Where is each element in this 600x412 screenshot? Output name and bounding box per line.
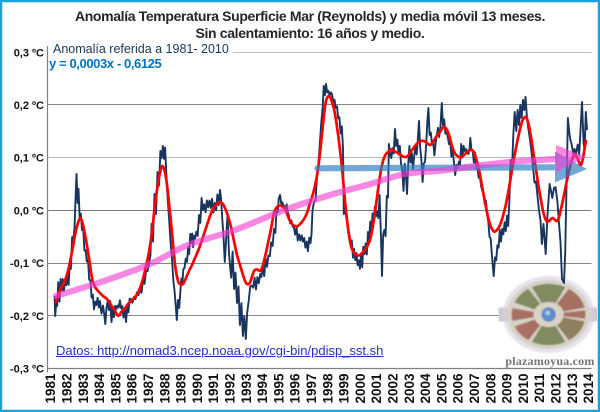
svg-text:2005: 2005 [434, 373, 449, 404]
svg-text:2006: 2006 [451, 373, 466, 404]
svg-text:1986: 1986 [125, 373, 140, 404]
svg-text:2008: 2008 [483, 373, 498, 404]
svg-text:1998: 1998 [320, 373, 335, 404]
svg-text:-0,1 ºC: -0,1 ºC [10, 258, 44, 270]
svg-text:2014: 2014 [581, 373, 596, 404]
svg-text:1993: 1993 [239, 373, 254, 404]
svg-text:1997: 1997 [304, 374, 319, 404]
svg-text:-0,3 ºC: -0,3 ºC [10, 364, 44, 376]
svg-text:2009: 2009 [500, 374, 515, 404]
svg-text:2013: 2013 [565, 373, 580, 404]
svg-text:1983: 1983 [76, 373, 91, 404]
svg-text:1987: 1987 [141, 374, 156, 404]
svg-text:2003: 2003 [402, 373, 417, 404]
svg-text:1995: 1995 [271, 373, 286, 404]
svg-text:1991: 1991 [206, 373, 221, 404]
svg-text:2011: 2011 [532, 373, 547, 403]
svg-text:-0,2 ºC: -0,2 ºC [10, 311, 44, 323]
svg-text:2004: 2004 [418, 373, 433, 404]
svg-text:1988: 1988 [157, 373, 172, 404]
svg-text:1982: 1982 [60, 374, 75, 404]
svg-text:0,2 ºC: 0,2 ºC [14, 100, 44, 112]
svg-text:1996: 1996 [288, 373, 303, 404]
svg-text:2007: 2007 [467, 374, 482, 404]
svg-text:2012: 2012 [549, 374, 564, 404]
svg-text:1990: 1990 [190, 374, 205, 404]
svg-text:2000: 2000 [353, 374, 368, 404]
svg-text:1994: 1994 [255, 373, 270, 404]
svg-text:2010: 2010 [516, 374, 531, 404]
svg-text:2002: 2002 [386, 374, 401, 404]
svg-text:2001: 2001 [369, 373, 384, 404]
svg-text:1981: 1981 [43, 373, 58, 404]
svg-text:1989: 1989 [174, 374, 189, 404]
svg-text:1985: 1985 [108, 373, 123, 404]
svg-text:1999: 1999 [337, 374, 352, 404]
svg-text:0,1 ºC: 0,1 ºC [14, 153, 44, 165]
svg-text:0,0 ºC: 0,0 ºC [14, 205, 44, 217]
svg-text:1992: 1992 [223, 374, 238, 404]
svg-text:1984: 1984 [92, 373, 107, 404]
svg-text:0,3 ºC: 0,3 ºC [14, 47, 44, 59]
